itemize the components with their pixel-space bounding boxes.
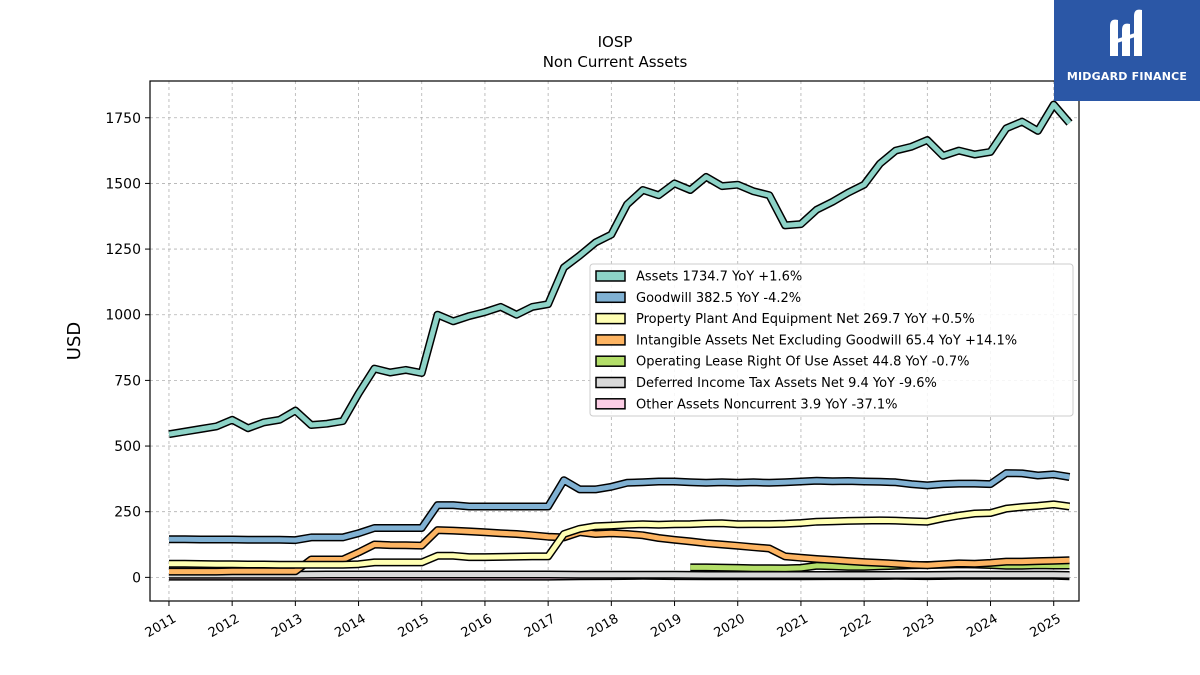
x-tick-label: 2025 <box>1028 611 1064 641</box>
y-tick-label: 250 <box>114 505 141 521</box>
legend-item-other: Other Assets Noncurrent 3.9 YoY -37.1% <box>595 397 897 412</box>
legend-label: Intangible Assets Net Excluding Goodwill… <box>636 333 1017 348</box>
series-line-deferred <box>169 572 1070 578</box>
series-line-intangible <box>169 527 1070 575</box>
legend-item-assets: Assets 1734.7 YoY +1.6% <box>595 270 802 285</box>
x-tick-label: 2021 <box>775 611 811 641</box>
chart-title: IOSP <box>598 33 633 51</box>
x-tick-label: 2014 <box>332 611 368 641</box>
legend-swatch <box>595 312 626 325</box>
brand-logo: MIDGARD FINANCE <box>1054 0 1200 101</box>
x-tick-label: 2013 <box>269 611 305 641</box>
legend: Assets 1734.7 YoY +1.6% Goodwill 382.5 Yo… <box>589 263 1074 417</box>
series-line-goodwill <box>169 470 1070 543</box>
legend-swatch <box>595 398 626 410</box>
series-layer <box>168 100 1073 581</box>
y-axis: 0 250 500 750 1000 1250 1500 1750 <box>105 111 150 586</box>
legend-label: Property Plant And Equipment Net 269.7 Y… <box>636 312 975 327</box>
x-tick-label: 2017 <box>522 611 558 641</box>
x-axis: 2011 2012 2013 2014 2015 2016 2017 2018 2019 2020… <box>143 601 1064 641</box>
plot-frame <box>149 80 1080 602</box>
legend-label: Deferred Income Tax Assets Net 9.4 YoY -… <box>636 376 937 391</box>
x-tick-label: 2020 <box>712 611 748 641</box>
y-tick-label: 1750 <box>105 111 141 127</box>
x-tick-label: 2024 <box>964 611 1000 641</box>
midgard-logo-icon <box>1110 9 1142 57</box>
series-deferred <box>169 570 1070 579</box>
legend-swatch <box>595 334 626 346</box>
brand-name: MIDGARD FINANCE <box>1066 70 1188 83</box>
legend-item-intangible: Intangible Assets Net Excluding Goodwill… <box>595 333 1017 348</box>
x-tick-label: 2016 <box>459 611 495 641</box>
legend-label: Assets 1734.7 YoY +1.6% <box>636 270 802 285</box>
legend-label: Goodwill 382.5 YoY -4.2% <box>636 291 801 306</box>
series-goodwill <box>169 469 1071 545</box>
x-tick-label: 2023 <box>901 611 937 641</box>
x-tick-label: 2011 <box>143 611 179 641</box>
legend-box <box>589 263 1074 417</box>
series-line-ppe <box>169 501 1070 568</box>
y-tick-label: 500 <box>114 439 141 455</box>
x-tick-label: 2012 <box>206 611 242 641</box>
y-tick-label: 0 <box>132 570 141 586</box>
y-tick-label: 1500 <box>105 176 141 192</box>
series-ppe <box>169 500 1071 569</box>
series-line-assets <box>168 102 1072 437</box>
x-tick-label: 2018 <box>585 611 621 641</box>
y-axis-label: USD <box>64 322 85 360</box>
y-tick-label: 750 <box>114 373 141 389</box>
x-tick-label: 2015 <box>396 611 432 641</box>
series-assets <box>168 100 1073 439</box>
x-tick-label: 2019 <box>648 611 684 641</box>
legend-swatch <box>595 376 626 389</box>
legend-item-goodwill: Goodwill 382.5 YoY -4.2% <box>595 291 801 306</box>
legend-swatch <box>595 291 626 304</box>
legend-swatch <box>595 355 626 367</box>
legend-swatch <box>595 270 626 282</box>
legend-label: Operating Lease Right Of Use Asset 44.8 … <box>636 355 969 370</box>
x-tick-label: 2022 <box>838 611 874 641</box>
legend-item-ppe: Property Plant And Equipment Net 269.7 Y… <box>595 312 975 327</box>
y-tick-label: 1250 <box>105 242 141 258</box>
series-intangible <box>169 526 1070 576</box>
chart-subtitle: Non Current Assets <box>543 53 688 71</box>
legend-item-deferred: Deferred Income Tax Assets Net 9.4 YoY -… <box>595 376 937 391</box>
y-tick-label: 1000 <box>105 308 141 324</box>
legend-label: Other Assets Noncurrent 3.9 YoY -37.1% <box>636 397 897 412</box>
legend-item-lease: Operating Lease Right Of Use Asset 44.8 … <box>595 355 969 370</box>
